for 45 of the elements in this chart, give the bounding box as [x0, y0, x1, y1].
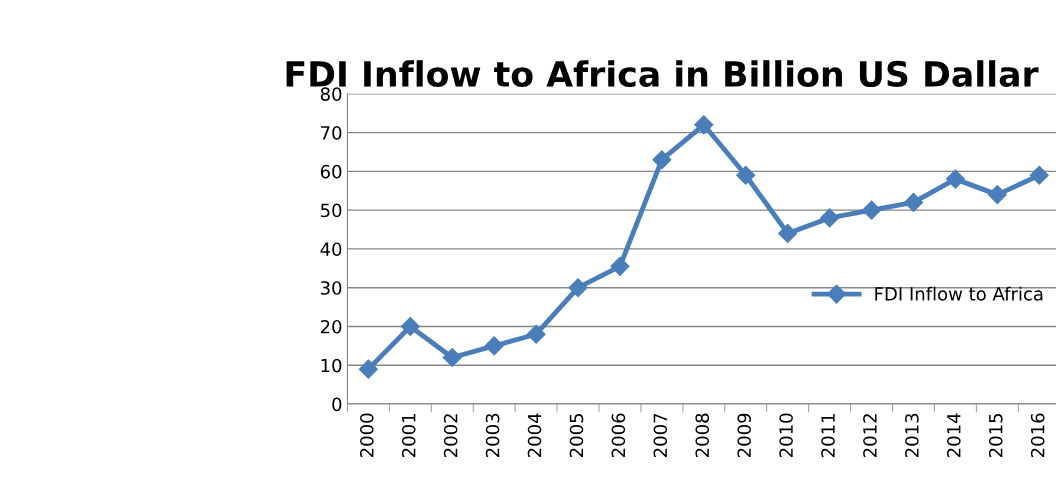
y-tick-label: 70 — [321, 126, 342, 140]
x-tick-label: 2002 — [443, 414, 458, 457]
point — [1029, 165, 1049, 185]
point — [778, 223, 798, 243]
x-tick-label: 2000 — [359, 413, 374, 457]
point — [987, 185, 1007, 205]
point — [862, 200, 882, 220]
x-tick-label: 2006 — [611, 413, 626, 457]
x-tick-label: 2009 — [737, 413, 751, 457]
y-tick-label: 60 — [320, 164, 342, 179]
y-tick-label: 20 — [320, 319, 342, 334]
y-tick-label: 50 — [320, 203, 342, 218]
x-tick-label: 2013 — [905, 413, 919, 457]
y-tick-label: 10 — [321, 358, 342, 373]
point — [484, 336, 504, 356]
x-tick-label: 2003 — [485, 413, 500, 457]
y-tick-label: 40 — [320, 242, 342, 257]
point — [568, 278, 588, 298]
x-tick-label: 2004 — [527, 413, 542, 457]
x-tick-label: 2014 — [946, 413, 961, 457]
point — [694, 115, 714, 135]
x-tick-label: 2001 — [401, 414, 416, 457]
point — [610, 256, 630, 276]
x-tick-label: 2007 — [653, 413, 668, 457]
chart-title: FDI Inflow to Africa in Billion US Dallar — [286, 60, 1039, 88]
point — [526, 324, 546, 344]
x-tick-label: 2016 — [1030, 413, 1045, 457]
x-tick-label: 2015 — [988, 413, 1003, 457]
legend-label: FDI Inflow to Africa — [875, 286, 1043, 301]
x-tick-label: 2012 — [863, 414, 877, 457]
point — [903, 192, 924, 212]
y-tick-label: 0 — [332, 397, 342, 412]
point — [945, 169, 965, 189]
x-tick-label: 2010 — [779, 413, 793, 457]
point — [358, 359, 378, 379]
point — [652, 150, 672, 170]
x-tick-label: 2011 — [821, 414, 835, 457]
x-tick-label: 2005 — [569, 413, 584, 457]
point — [820, 208, 840, 228]
x-tick-label: 2008 — [695, 413, 710, 457]
point — [736, 165, 756, 185]
point — [442, 347, 462, 368]
point — [400, 316, 420, 337]
y-tick-label: 80 — [320, 87, 342, 101]
y-tick-label: 30 — [320, 281, 342, 295]
